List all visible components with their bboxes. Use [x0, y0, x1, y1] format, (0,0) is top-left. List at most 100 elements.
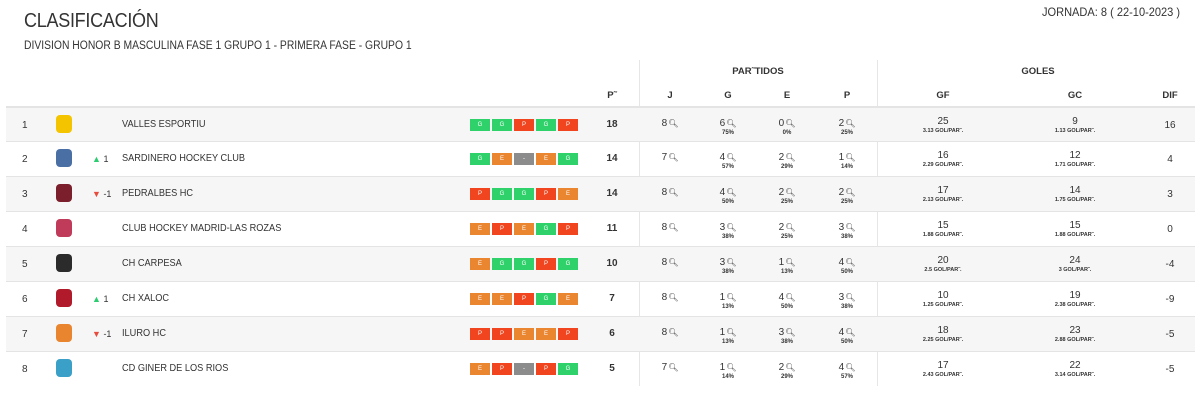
form-result-badge[interactable]: G — [514, 188, 534, 200]
team-logo-icon[interactable] — [56, 324, 72, 342]
magnifier-icon[interactable]: 🔍︎ — [845, 153, 856, 162]
form-result-badge[interactable]: G — [558, 258, 578, 270]
team-logo-icon[interactable] — [56, 184, 72, 202]
table-row[interactable]: 1 VALLES ESPORTIU G G P G P 18 8🔍︎ 6🔍︎ 75% 0🔍︎ 0% 2🔍︎… — [6, 106, 1195, 142]
form-result-badge[interactable]: E — [514, 328, 534, 340]
col-header-gc[interactable]: GC — [1067, 90, 1083, 101]
form-result-badge[interactable]: P — [470, 328, 490, 340]
form-result-badge[interactable]: E — [536, 153, 556, 165]
form-result-badge[interactable]: E — [558, 293, 578, 305]
form-result-badge[interactable]: E — [492, 153, 512, 165]
form-result-badge[interactable]: G — [558, 363, 578, 375]
magnifier-icon[interactable]: 🔍︎ — [845, 258, 856, 267]
form-result-badge[interactable]: E — [470, 293, 490, 305]
form-result-badge[interactable]: E — [514, 223, 534, 235]
magnifier-icon[interactable]: 🔍︎ — [668, 258, 679, 267]
form-result-badge[interactable]: P — [470, 188, 490, 200]
magnifier-icon[interactable]: 🔍︎ — [726, 119, 737, 128]
team-name[interactable]: CD GINER DE LOS RIOS — [122, 363, 229, 374]
team-name[interactable]: CH XALOC — [122, 293, 170, 304]
col-header-pt[interactable]: P˜ — [607, 90, 617, 101]
form-result-badge[interactable]: P — [492, 363, 512, 375]
form-result-badge[interactable]: G — [558, 153, 578, 165]
col-header-e[interactable]: E — [783, 90, 791, 101]
form-result-badge[interactable]: E — [536, 328, 556, 340]
magnifier-icon[interactable]: 🔍︎ — [785, 153, 796, 162]
table-row[interactable]: 2 ▲ 1 SARDINERO HOCKEY CLUB G E - E G 14 7🔍︎ 4🔍︎ 57… — [6, 141, 1195, 176]
form-result-badge[interactable]: G — [514, 258, 534, 270]
form-result-badge[interactable]: G — [536, 119, 556, 131]
magnifier-icon[interactable]: 🔍︎ — [845, 363, 856, 372]
form-result-badge[interactable]: G — [470, 119, 490, 131]
col-header-p[interactable]: P — [843, 90, 851, 101]
col-header-dif[interactable]: DIF — [1162, 90, 1178, 101]
team-logo-icon[interactable] — [56, 359, 72, 377]
form-result-badge[interactable]: P — [558, 328, 578, 340]
magnifier-icon[interactable]: 🔍︎ — [845, 188, 856, 197]
col-header-g[interactable]: G — [724, 90, 732, 101]
magnifier-icon[interactable]: 🔍︎ — [785, 223, 796, 232]
table-row[interactable]: 5 CH CARPESA E G G P G 10 8🔍︎ 3🔍︎ 38% 1🔍︎ 13% 4🔍︎ 50% 2… — [6, 246, 1195, 281]
form-result-badge[interactable]: G — [536, 293, 556, 305]
magnifier-icon[interactable]: 🔍︎ — [845, 223, 856, 232]
magnifier-icon[interactable]: 🔍︎ — [845, 293, 856, 302]
table-row[interactable]: 8 CD GINER DE LOS RIOS E P - P G 5 7🔍︎ 1🔍︎ 14% 2🔍︎ 2… — [6, 351, 1195, 386]
form-result-badge[interactable]: E — [470, 258, 490, 270]
magnifier-icon[interactable]: 🔍︎ — [668, 119, 679, 128]
magnifier-icon[interactable]: 🔍︎ — [668, 153, 679, 162]
team-name[interactable]: VALLES ESPORTIU — [122, 119, 206, 130]
form-result-badge[interactable]: E — [470, 363, 490, 375]
form-result-badge[interactable]: G — [492, 258, 512, 270]
form-result-badge[interactable]: P — [514, 119, 534, 131]
magnifier-icon[interactable]: 🔍︎ — [726, 363, 737, 372]
team-logo-icon[interactable] — [56, 115, 72, 133]
form-result-badge[interactable]: P — [492, 328, 512, 340]
magnifier-icon[interactable]: 🔍︎ — [726, 293, 737, 302]
magnifier-icon[interactable]: 🔍︎ — [668, 188, 679, 197]
magnifier-icon[interactable]: 🔍︎ — [668, 223, 679, 232]
form-result-badge[interactable]: P — [514, 293, 534, 305]
magnifier-icon[interactable]: 🔍︎ — [785, 258, 796, 267]
magnifier-icon[interactable]: 🔍︎ — [845, 328, 856, 337]
table-row[interactable]: 7 ▼ -1 ILURO HC P P E E P 6 8🔍︎ 1🔍︎ 13% 3🔍︎ 38% 4🔍︎ 50%… — [6, 316, 1195, 351]
magnifier-icon[interactable]: 🔍︎ — [785, 188, 796, 197]
form-result-badge[interactable]: P — [558, 223, 578, 235]
magnifier-icon[interactable]: 🔍︎ — [668, 328, 679, 337]
team-name[interactable]: ILURO HC — [122, 328, 166, 339]
form-result-badge[interactable]: - — [514, 363, 534, 375]
magnifier-icon[interactable]: 🔍︎ — [726, 153, 737, 162]
magnifier-icon[interactable]: 🔍︎ — [668, 293, 679, 302]
form-result-badge[interactable]: E — [470, 223, 490, 235]
team-name[interactable]: PEDRALBES HC — [122, 188, 194, 199]
team-logo-icon[interactable] — [56, 254, 72, 272]
form-result-badge[interactable]: P — [536, 363, 556, 375]
col-header-j[interactable]: J — [667, 90, 673, 101]
magnifier-icon[interactable]: 🔍︎ — [845, 119, 856, 128]
magnifier-icon[interactable]: 🔍︎ — [785, 328, 796, 337]
team-logo-icon[interactable] — [56, 149, 72, 167]
magnifier-icon[interactable]: 🔍︎ — [726, 188, 737, 197]
team-logo-icon[interactable] — [56, 219, 72, 237]
team-name[interactable]: CH CARPESA — [122, 258, 182, 269]
magnifier-icon[interactable]: 🔍︎ — [726, 258, 737, 267]
form-result-badge[interactable]: - — [514, 153, 534, 165]
team-logo-icon[interactable] — [56, 289, 72, 307]
magnifier-icon[interactable]: 🔍︎ — [668, 363, 679, 372]
table-row[interactable]: 3 ▼ -1 PEDRALBES HC P G G P E 14 8🔍︎ 4🔍︎ 50% 2🔍︎ 25% 2… — [6, 176, 1195, 211]
form-result-badge[interactable]: G — [492, 119, 512, 131]
table-row[interactable]: 4 CLUB HOCKEY MADRID-LAS ROZAS E P E G P 11 8🔍︎ 3… — [6, 211, 1195, 246]
form-result-badge[interactable]: P — [558, 119, 578, 131]
magnifier-icon[interactable]: 🔍︎ — [785, 119, 796, 128]
form-result-badge[interactable]: G — [470, 153, 490, 165]
form-result-badge[interactable]: G — [492, 188, 512, 200]
team-name[interactable]: CLUB HOCKEY MADRID-LAS ROZAS — [122, 223, 282, 234]
magnifier-icon[interactable]: 🔍︎ — [726, 328, 737, 337]
form-result-badge[interactable]: P — [536, 188, 556, 200]
col-header-gf[interactable]: GF — [936, 90, 950, 101]
team-name[interactable]: SARDINERO HOCKEY CLUB — [122, 153, 246, 164]
form-result-badge[interactable]: G — [536, 223, 556, 235]
magnifier-icon[interactable]: 🔍︎ — [726, 223, 737, 232]
magnifier-icon[interactable]: 🔍︎ — [785, 293, 796, 302]
magnifier-icon[interactable]: 🔍︎ — [785, 363, 796, 372]
table-row[interactable]: 6 ▲ 1 CH XALOC E E P G E 7 8🔍︎ 1🔍︎ 13% 4🔍︎ 50% 3🔍︎ 38% 1… — [6, 281, 1195, 316]
